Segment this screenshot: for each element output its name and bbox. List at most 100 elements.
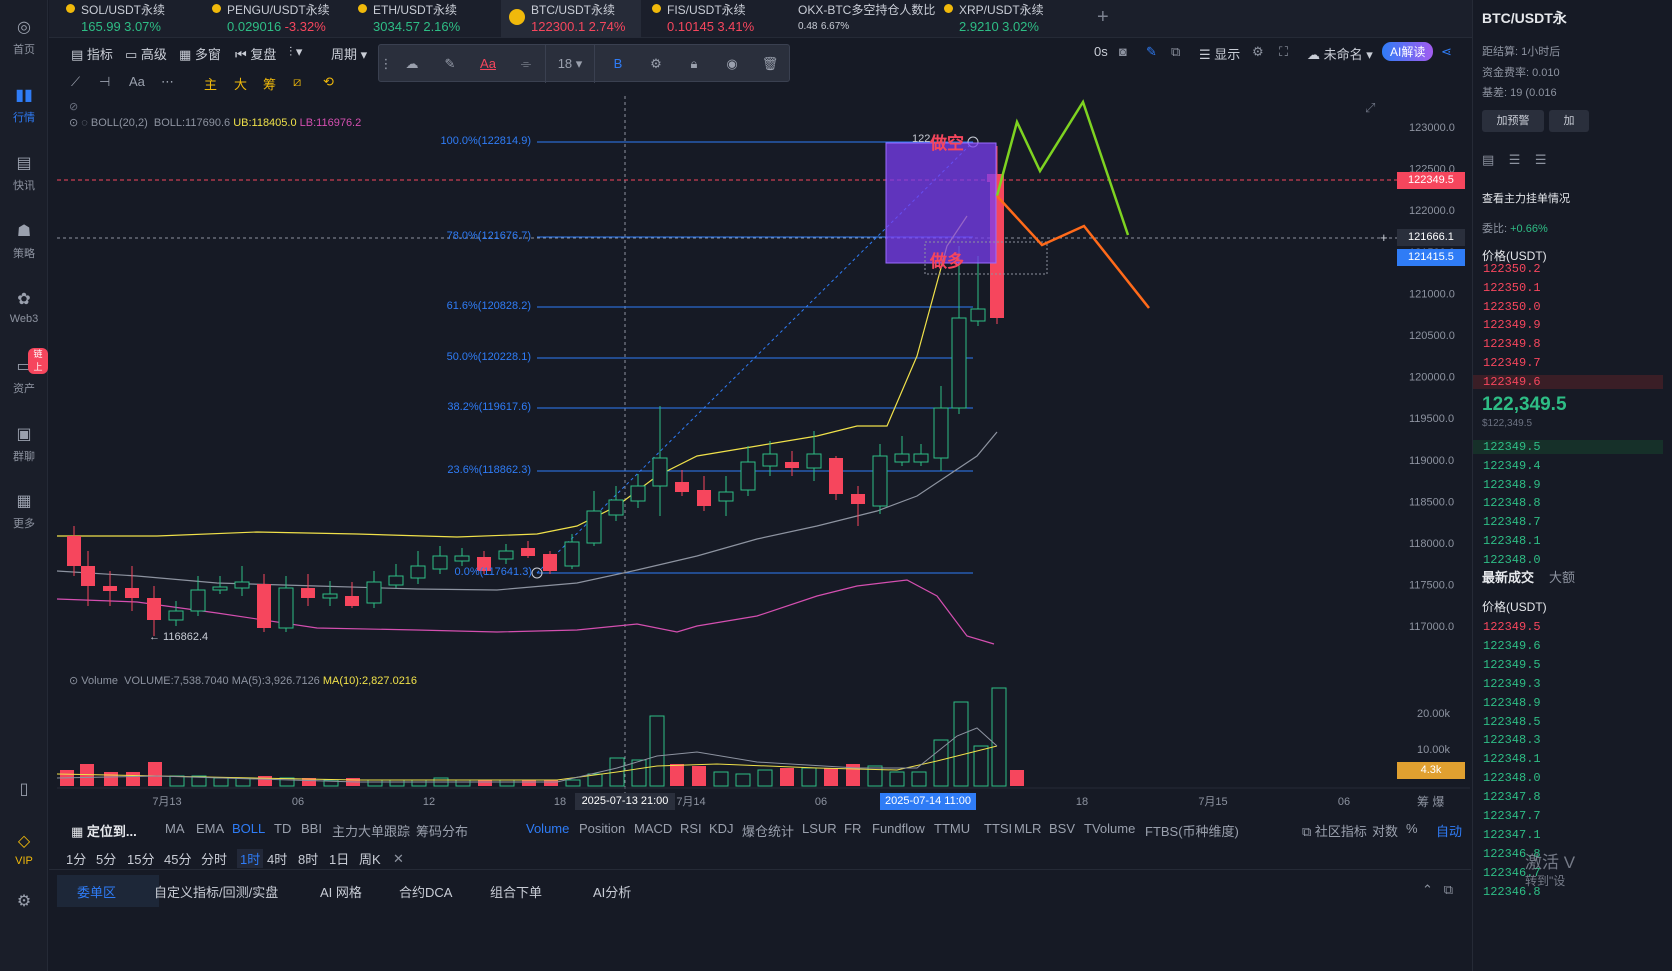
bottom-tab-3[interactable]: 合约DCA — [399, 885, 453, 900]
gear-icon[interactable]: ⚙ — [650, 56, 662, 71]
indicator-ttsi[interactable]: TTSI — [984, 821, 1013, 836]
bid-price[interactable]: 122349.5 — [1473, 440, 1663, 454]
sidebar-item-assets[interactable]: ▭ 资产 链上 — [0, 348, 48, 396]
bid-price[interactable]: 122348.1 — [1483, 534, 1541, 548]
bottom-tab-2[interactable]: AI 网格 — [320, 885, 362, 900]
eye-icon[interactable]: ◉ — [726, 56, 738, 71]
close-icon[interactable]: ✕ — [393, 851, 404, 866]
ticker-pengu[interactable]: PENGU/USDT永续 0.029016 -3.32% — [209, 0, 349, 38]
timeframe-8[interactable]: 1日 — [329, 852, 350, 867]
advanced-button[interactable]: ▭ 高级 — [125, 47, 167, 62]
drag-handle-icon[interactable]: ⋮ — [379, 56, 393, 71]
multi-window-button[interactable]: ▦ 多窗 — [179, 47, 221, 62]
volume-toggle-icon[interactable]: ⊙ — [69, 675, 79, 687]
ask-price[interactable]: 122350.1 — [1483, 280, 1541, 295]
bid-price[interactable]: 122348.8 — [1483, 496, 1541, 511]
more-tools-icon[interactable]: ⋯ — [161, 74, 174, 89]
ask-price[interactable]: 122349.6 — [1473, 374, 1663, 389]
expand-icon[interactable]: ⧉ — [1171, 44, 1181, 59]
bid-price[interactable]: 122348.9 — [1483, 477, 1541, 492]
layout-name-button[interactable]: ☁ 未命名 ▾ — [1307, 47, 1373, 62]
timeframe-3[interactable]: 45分 — [164, 852, 192, 867]
zero-s-button[interactable]: 0s — [1094, 44, 1108, 59]
indicator-td[interactable]: TD — [274, 821, 292, 836]
ticker-xrp[interactable]: XRP/USDT永续 2.9210 3.02% — [941, 0, 1081, 38]
add-alert-button[interactable]: 加预警 — [1482, 110, 1544, 132]
timeframe-0[interactable]: 1分 — [66, 852, 87, 867]
trades-tab[interactable]: 最新成交 — [1482, 570, 1535, 585]
replay-button[interactable]: ⏮ 复盘 — [235, 47, 277, 62]
bid-price[interactable]: 122348.0 — [1483, 552, 1541, 567]
text-tool-icon[interactable]: Aa — [129, 74, 145, 89]
bottom-tab-5[interactable]: AI分析 — [593, 885, 632, 900]
long-annotation[interactable]: 做多 — [930, 252, 964, 271]
settings-icon[interactable]: ⚙ — [16, 893, 32, 910]
trendline-icon[interactable]: ⟋ — [71, 74, 81, 89]
ticker-fis[interactable]: FIS/USDT永续 0.10145 3.41% — [649, 0, 789, 38]
indicator-bbi[interactable]: BBI — [301, 821, 322, 836]
indicator-ema[interactable]: EMA — [196, 821, 225, 836]
bottom-tab-0[interactable]: 委单区 — [77, 885, 117, 900]
indicator-ftbs[interactable]: FTBS(币种维度) — [1145, 824, 1239, 839]
orderbook-layout-both-icon[interactable]: ▤ ☰ ☰ — [1482, 152, 1547, 167]
mobile-icon[interactable]: ▯ — [19, 781, 29, 798]
bottom-tab-4[interactable]: 组合下单 — [490, 885, 543, 900]
indicator-fundflow[interactable]: Fundflow — [872, 821, 925, 836]
timeframe-9[interactable]: 周K — [359, 852, 381, 867]
sidebar-item-market[interactable]: ▮▮ 行情 — [0, 86, 48, 125]
horizontal-line-icon[interactable]: ⊣ — [99, 74, 111, 89]
indicator-ttmu[interactable]: TTMU — [934, 821, 971, 836]
ask-price[interactable]: 122349.7 — [1483, 356, 1541, 370]
indicator-volume[interactable]: Volume — [526, 821, 570, 836]
indicator-[interactable]: 爆仓统计 — [742, 824, 795, 839]
add-alert-icon[interactable]: + — [1380, 230, 1388, 245]
edit-icon[interactable]: ⧄ — [293, 74, 302, 89]
maximize-icon[interactable]: ⤢ — [1365, 100, 1376, 115]
template-icon[interactable]: ☁ — [405, 56, 419, 71]
indicator-主力大单跟踪[interactable]: 主力大单跟踪 — [332, 824, 411, 839]
chart-area[interactable]: 123000.0122500.0122000.0121500.0121000.0… — [56, 96, 1470, 816]
bold-button[interactable]: B — [613, 56, 623, 71]
ask-price[interactable]: 122350.0 — [1483, 299, 1541, 314]
pen-icon[interactable]: ✎ — [444, 56, 456, 71]
display-button[interactable]: ☰ 显示 — [1199, 47, 1241, 62]
sidebar-item-web3[interactable]: ✿ Web3 — [0, 290, 48, 325]
ask-price[interactable]: 122349.8 — [1483, 337, 1541, 352]
ai-interpret-button[interactable]: AI解读 — [1382, 42, 1434, 61]
bottom-tab-1[interactable]: 自定义指标/回测/实盘 — [154, 885, 279, 900]
chart-corner-buttons[interactable]: 筹 爆 — [1417, 795, 1445, 809]
timeframe-7[interactable]: 8时 — [298, 852, 319, 867]
chip-button[interactable]: 筹 — [263, 77, 277, 92]
font-size-select[interactable]: 18 ▾ — [545, 45, 595, 83]
sidebar-item-vip[interactable]: ◇ VIP — [0, 832, 48, 867]
ticker-okx-ratio[interactable]: OKX-BTC多空持仓人数比 0.48 6.67% — [795, 0, 945, 38]
timeframe-6[interactable]: 4时 — [267, 852, 288, 867]
timeframe-1[interactable]: 5分 — [96, 852, 117, 867]
large-trades-tab[interactable]: 大额 — [1549, 570, 1576, 585]
trash-icon[interactable]: 🗑︎ — [761, 56, 779, 71]
timeframe-5[interactable]: 1时 — [237, 849, 264, 868]
fullscreen-icon[interactable]: ⛶ — [1279, 44, 1289, 59]
indicator-lsur[interactable]: LSUR — [802, 821, 837, 836]
locate-button[interactable]: ▦ 定位到... — [71, 824, 137, 839]
community-indicators-button[interactable]: ⧉ 社区指标 — [1302, 824, 1367, 839]
settings-gear-icon[interactable]: ⚙ — [1252, 44, 1264, 59]
add-ticker-icon[interactable]: + — [1097, 6, 1109, 28]
indicator-ma[interactable]: MA — [165, 821, 185, 836]
main-order-hint[interactable]: 查看主力挂单情况 — [1482, 193, 1570, 205]
big-order-button[interactable]: 大 — [234, 77, 248, 92]
timeframe-4[interactable]: 分时 — [201, 852, 228, 867]
collapse-panel-icon[interactable]: ⌃ ⧉ — [1422, 882, 1454, 897]
share-icon[interactable]: ⋖ — [1441, 44, 1452, 59]
lock-icon[interactable]: 🔒︎ — [690, 56, 698, 71]
percent-scale-toggle[interactable]: % — [1406, 821, 1418, 836]
camera-icon[interactable]: ◙ — [1119, 44, 1127, 59]
sidebar-item-news[interactable]: ▤ 快讯 — [0, 154, 48, 193]
bid-price[interactable]: 122348.7 — [1483, 515, 1541, 530]
indicator-button[interactable]: ▤ 指标 — [71, 47, 113, 62]
sidebar-item-chat[interactable]: ▣ 群聊 — [0, 425, 48, 464]
ticker-eth[interactable]: ETH/USDT永续 3034.57 2.16% — [355, 0, 495, 38]
indicator-筹码分布[interactable]: 筹码分布 — [416, 824, 469, 839]
indicator-position[interactable]: Position — [579, 821, 626, 836]
text-color-icon[interactable]: Aa — [480, 56, 496, 71]
